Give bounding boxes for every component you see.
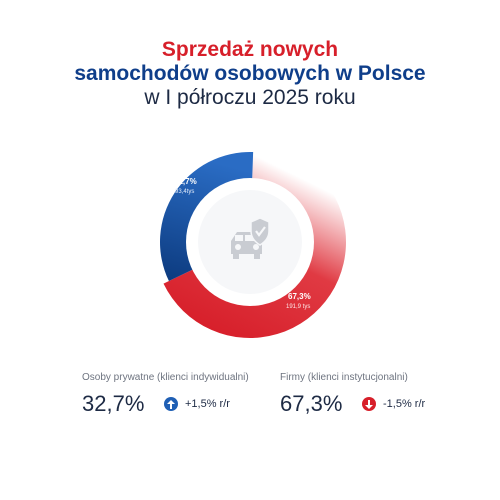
arrow-up-icon xyxy=(164,397,178,411)
label-red-percent: 67,3% xyxy=(288,292,311,301)
stat-value: 32,7% xyxy=(82,391,145,416)
slice-osoby-prywatne xyxy=(160,151,254,282)
title-line-1: Sprzedaż nowych xyxy=(161,38,339,61)
donut-chart: 32,7% 93,4tys 67,3% 191,9 tys xyxy=(160,146,346,338)
arrow-down-icon xyxy=(362,397,376,411)
stat-change: -1,5% r/r xyxy=(383,398,426,410)
title-line-3: w I półroczu 2025 roku xyxy=(144,86,356,109)
stat-label: Firmy (klienci instytucjonalni) xyxy=(280,372,408,383)
stat-osoby-prywatne: Osoby prywatne (klienci indywidualni) 32… xyxy=(82,372,249,417)
stat-value: 67,3% xyxy=(280,391,343,416)
stat-label: Osoby prywatne (klienci indywidualni) xyxy=(82,372,249,383)
label-red-value: 191,9 tys xyxy=(286,304,310,310)
label-blue-percent: 32,7% xyxy=(174,177,197,186)
stat-change: +1,5% r/r xyxy=(185,398,230,410)
car-shield-icon xyxy=(231,217,270,259)
title-line-2: samochodów osobowych w Polsce xyxy=(74,62,426,85)
label-blue-value: 93,4tys xyxy=(175,189,194,195)
stat-firmy: Firmy (klienci instytucjonalni) 67,3% -1… xyxy=(280,372,425,417)
